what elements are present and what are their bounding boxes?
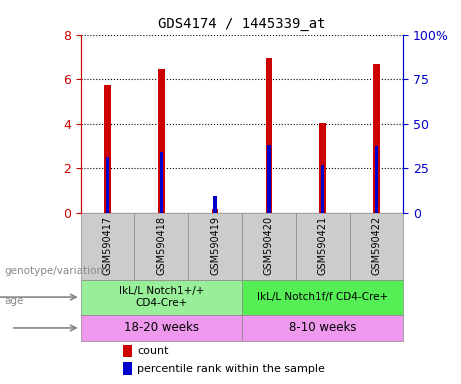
Bar <box>81 314 242 341</box>
Bar <box>213 196 217 213</box>
Bar <box>212 209 219 213</box>
Bar <box>242 314 403 341</box>
Text: 18-20 weeks: 18-20 weeks <box>124 321 199 334</box>
Bar <box>81 213 135 280</box>
Text: age: age <box>5 296 24 306</box>
Bar <box>123 362 132 374</box>
Bar <box>296 213 349 280</box>
Bar <box>188 213 242 280</box>
Text: GSM590417: GSM590417 <box>102 216 112 275</box>
Text: GSM590420: GSM590420 <box>264 216 274 275</box>
Text: 8-10 weeks: 8-10 weeks <box>289 321 356 334</box>
Bar <box>160 152 163 213</box>
Bar <box>242 213 296 280</box>
Bar <box>349 213 403 280</box>
Bar <box>375 146 378 213</box>
Text: percentile rank within the sample: percentile rank within the sample <box>137 364 325 374</box>
Bar <box>319 122 326 213</box>
Text: GSM590418: GSM590418 <box>156 216 166 275</box>
Text: IkL/L Notch1f/f CD4-Cre+: IkL/L Notch1f/f CD4-Cre+ <box>257 292 388 302</box>
Text: GSM590421: GSM590421 <box>318 216 328 275</box>
Text: count: count <box>137 346 169 356</box>
Text: IkL/L Notch1+/+
CD4-Cre+: IkL/L Notch1+/+ CD4-Cre+ <box>118 286 204 308</box>
Text: GSM590422: GSM590422 <box>372 216 382 275</box>
Bar <box>373 63 380 213</box>
Bar <box>321 165 325 213</box>
Text: GSM590419: GSM590419 <box>210 216 220 275</box>
Bar <box>106 157 109 213</box>
Bar <box>123 345 132 357</box>
Bar <box>81 280 242 314</box>
Bar <box>104 85 111 213</box>
Bar <box>267 145 271 213</box>
Text: GDS4174 / 1445339_at: GDS4174 / 1445339_at <box>158 17 326 31</box>
Bar <box>158 69 165 213</box>
Bar <box>242 280 403 314</box>
Bar <box>266 58 272 213</box>
Bar <box>135 213 188 280</box>
Text: genotype/variation: genotype/variation <box>5 266 104 276</box>
